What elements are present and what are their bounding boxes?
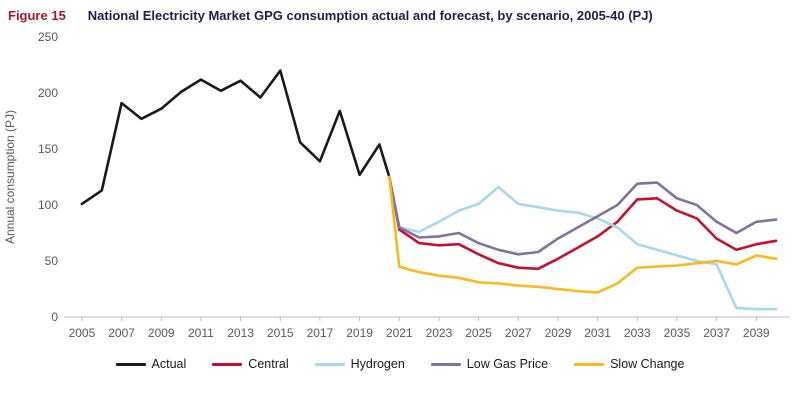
y-tick-label: 100 (38, 198, 58, 212)
x-tick-label: 2007 (108, 326, 135, 340)
legend-item-slow-change: Slow Change (574, 357, 684, 371)
x-tick-label: 2037 (703, 326, 730, 340)
y-tick-label: 0 (51, 310, 58, 324)
x-tick-label: 2023 (426, 326, 453, 340)
x-tick-label: 2031 (584, 326, 611, 340)
figure-label: Figure 15 (8, 8, 66, 23)
figure-title: National Electricity Market GPG consumpt… (87, 8, 653, 23)
y-tick-label: 50 (45, 254, 59, 268)
legend-swatch-low-gas-price (430, 362, 461, 366)
x-tick-label: 2013 (227, 326, 254, 340)
series-line-actual (80, 69, 391, 206)
series-line-low-gas-price (387, 175, 778, 256)
legend-swatch-slow-change (574, 362, 605, 366)
x-tick-label: 2033 (624, 326, 651, 340)
series-line-central (387, 175, 778, 271)
legend-label: Low Gas Price (466, 357, 549, 371)
x-tick-label: 2011 (188, 326, 214, 340)
x-tick-label: 2019 (346, 326, 373, 340)
legend-label: Slow Change (610, 357, 685, 371)
x-tick-label: 2039 (743, 326, 770, 340)
legend-label: Central (248, 357, 289, 371)
legend-item-central: Central (212, 357, 289, 371)
y-tick-label: 150 (38, 142, 58, 156)
legend-item-hydrogen: Hydrogen (314, 357, 405, 371)
x-tick-label: 2015 (267, 326, 294, 340)
legend-item-low-gas-price: Low Gas Price (430, 357, 549, 371)
x-tick-label: 2029 (545, 326, 572, 340)
chart-legend: Actual Central Hydrogen Low Gas Price Slow C… (0, 357, 800, 371)
x-tick-label: 2025 (465, 326, 492, 340)
figure-header: Figure 15 National Electricity Market GP… (0, 0, 800, 23)
legend-swatch-central (212, 362, 243, 366)
y-tick-label: 200 (38, 86, 58, 100)
y-axis-title: Annual consumption (PJ) (3, 110, 17, 244)
x-tick-label: 2027 (505, 326, 532, 340)
x-tick-label: 2005 (69, 326, 96, 340)
legend-label: Actual (151, 357, 187, 371)
line-chart: 0 50 100 150 200 250 2005 2007 2009 2011 2013 2015 2… (3, 30, 790, 340)
legend-swatch-hydrogen (314, 362, 345, 366)
x-tick-label: 2021 (386, 326, 413, 340)
legend-swatch-actual (115, 362, 146, 366)
x-tick-label: 2035 (664, 326, 691, 340)
series-line-slow-change (387, 175, 778, 294)
x-tick-label: 2009 (148, 326, 175, 340)
y-tick-label: 250 (38, 30, 58, 44)
legend-label: Hydrogen (350, 357, 405, 371)
x-tick-label: 2017 (307, 326, 334, 340)
series-line-hydrogen (387, 175, 778, 311)
legend-item-actual: Actual (115, 357, 187, 371)
